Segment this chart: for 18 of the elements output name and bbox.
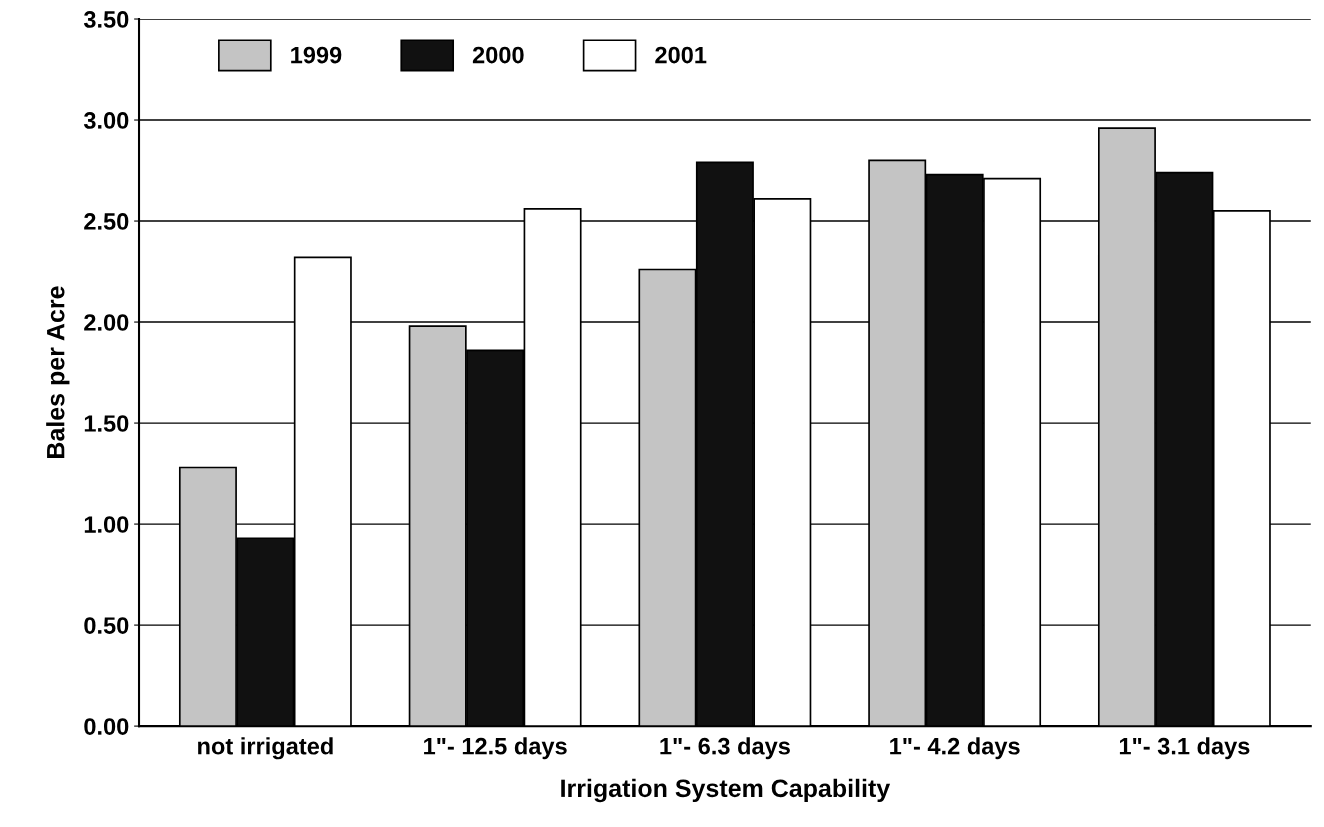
x-tick-label: 1"- 3.1 days — [1119, 737, 1250, 760]
y-tick-label: 0.00 — [84, 718, 129, 735]
x-tick-label: 1"- 6.3 days — [660, 737, 790, 760]
legend-label: 2000 — [472, 46, 524, 64]
y-tick-label: 1.50 — [84, 415, 129, 432]
y-tick-label: 2.00 — [84, 314, 129, 331]
y-tick-label: 0.50 — [84, 617, 129, 634]
x-tick-label: 1"- 4.2 days — [890, 737, 1020, 760]
x-axis-title: Irrigation System Capability — [561, 778, 891, 803]
y-tick-label: 3.00 — [83, 112, 129, 129]
y-axis-title: Bales per Acre — [46, 286, 70, 458]
legend-label: 2001 — [655, 46, 707, 64]
y-tick-label: 1.00 — [84, 516, 129, 533]
y-tick-label: 2.50 — [84, 213, 129, 230]
x-tick-label: 1"- 12.5 days — [424, 737, 567, 760]
legend-label: 1999 — [291, 46, 342, 64]
y-tick-label: 3.50 — [83, 11, 129, 28]
x-tick-label: not irrigated — [198, 737, 333, 760]
